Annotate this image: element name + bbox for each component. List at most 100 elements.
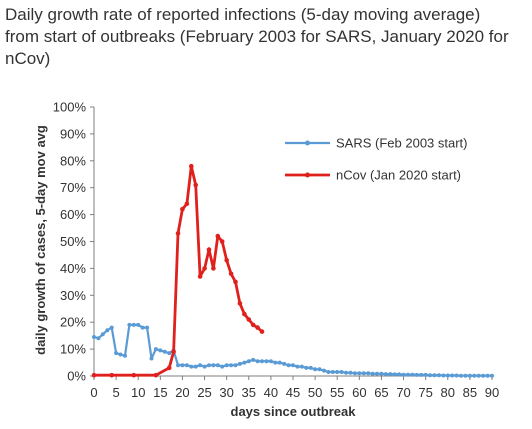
legend-label-2: nCov (Jan 2020 start) <box>336 168 461 183</box>
series-point-1 <box>176 363 180 368</box>
series-point-1 <box>383 372 388 377</box>
series-point-1 <box>326 370 331 374</box>
x-tick-label: 90 <box>485 385 499 400</box>
series-point-1 <box>277 360 282 365</box>
series-point-1 <box>233 363 238 368</box>
series-point-2 <box>153 372 159 378</box>
series-point-1 <box>96 336 101 341</box>
x-tick-label: 0 <box>90 385 97 400</box>
series-point-1 <box>224 363 229 368</box>
x-tick-label: 75 <box>418 385 432 400</box>
series-point-2 <box>184 201 190 207</box>
x-tick-label: 15 <box>153 385 167 400</box>
series-point-2 <box>259 329 265 334</box>
series-point-1 <box>490 373 494 378</box>
series-point-1 <box>370 371 375 376</box>
y-tick-label: 0% <box>67 369 86 384</box>
series-point-1 <box>118 352 123 357</box>
series-point-1 <box>454 373 459 378</box>
x-tick-label: 10 <box>131 385 145 400</box>
series-point-1 <box>348 370 353 375</box>
series-point-1 <box>392 372 397 377</box>
series-point-1 <box>237 361 242 366</box>
y-tick-label: 50% <box>60 234 86 249</box>
y-tick-label: 60% <box>60 207 86 222</box>
series-point-1 <box>295 364 300 369</box>
y-tick-label: 70% <box>60 180 86 195</box>
series-point-1 <box>330 370 335 374</box>
series-line-1 <box>93 323 492 377</box>
series-point-1 <box>167 351 172 356</box>
series-point-1 <box>428 373 433 378</box>
series-point-1 <box>352 371 357 376</box>
series-point-1 <box>308 365 313 370</box>
x-tick-label: 50 <box>308 385 322 400</box>
series-point-2 <box>171 349 176 355</box>
series-point-2 <box>193 182 198 188</box>
x-tick-label: 65 <box>374 385 388 400</box>
x-tick-label: 85 <box>463 385 477 400</box>
series-point-1 <box>313 367 318 372</box>
x-tick-label: 55 <box>330 385 344 400</box>
series-point-1 <box>317 367 322 372</box>
series-point-1 <box>149 356 154 361</box>
series-point-1 <box>445 373 450 378</box>
series-point-1 <box>207 363 211 368</box>
series-point-2 <box>211 266 216 271</box>
series-point-1 <box>162 349 167 354</box>
series-point-2 <box>250 322 256 328</box>
series-point-2 <box>237 301 243 306</box>
chart-title-line-1: Daily growth rate of reported infections… <box>5 5 481 24</box>
x-tick-label: 80 <box>441 385 455 400</box>
y-axis-title: daily growth of cases, 5-day mov avg <box>33 125 48 355</box>
series-point-1 <box>229 363 234 368</box>
series-point-1 <box>242 360 247 365</box>
series-point-1 <box>366 371 371 376</box>
series-point-1 <box>419 372 424 377</box>
series-point-1 <box>264 359 269 364</box>
series-point-2 <box>197 274 203 279</box>
series-point-2 <box>233 279 238 285</box>
series-point-1 <box>251 357 256 362</box>
series-point-2 <box>246 317 252 322</box>
series-point-2 <box>255 325 260 330</box>
series-point-2 <box>219 239 225 244</box>
series-point-1 <box>286 363 291 368</box>
series-point-1 <box>145 325 150 330</box>
series-point-1 <box>410 372 415 377</box>
series-point-1 <box>136 322 141 327</box>
series-point-1 <box>375 371 379 376</box>
legend-label-1: SARS (Feb 2003 start) <box>336 136 468 151</box>
y-tick-label: 90% <box>60 126 86 141</box>
series-point-1 <box>260 359 264 364</box>
series-point-1 <box>304 365 309 370</box>
chart-title-line-3: nCov) <box>5 49 51 68</box>
series-point-1 <box>92 335 96 339</box>
x-tick-label: 30 <box>219 385 233 400</box>
series-point-2 <box>242 311 247 317</box>
x-tick-label: 60 <box>352 385 366 400</box>
series-point-1 <box>158 348 163 353</box>
legend-marker-2 <box>305 172 310 178</box>
series-point-1 <box>357 371 362 376</box>
series-point-1 <box>476 373 481 378</box>
series-point-2 <box>166 365 172 371</box>
y-tick-label: 100% <box>53 100 87 115</box>
chart-legend: SARS (Feb 2003 start) nCov (Jan 2020 star… <box>285 136 468 183</box>
series-point-2 <box>91 372 97 378</box>
series-point-1 <box>100 332 105 337</box>
series-point-1 <box>202 364 207 369</box>
series-point-1 <box>485 373 490 378</box>
series-point-1 <box>220 364 225 369</box>
series-point-1 <box>432 373 437 378</box>
series-point-1 <box>450 373 455 378</box>
series-point-1 <box>198 363 203 368</box>
y-tick-label: 40% <box>60 261 86 276</box>
series-point-1 <box>335 370 340 374</box>
series-point-2 <box>175 231 181 236</box>
series-point-1 <box>344 370 349 375</box>
series-point-1 <box>211 363 216 368</box>
x-tick-label: 25 <box>197 385 211 400</box>
series-point-1 <box>131 322 136 327</box>
